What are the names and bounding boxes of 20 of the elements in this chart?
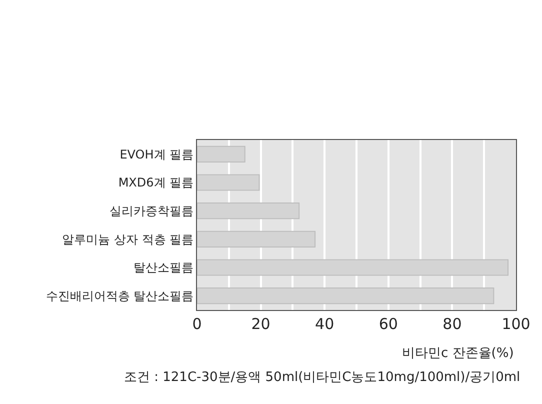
y-tick-label: EVOH계 필름 bbox=[120, 147, 194, 162]
y-tick-label: 실리카증착필름 bbox=[110, 204, 194, 218]
x-tick-label: 80 bbox=[442, 315, 462, 333]
bar bbox=[197, 146, 246, 162]
x-axis-title: 비타민c 잔존율(%) bbox=[402, 346, 514, 361]
bar bbox=[197, 230, 316, 248]
y-tick-label: 탈산소필름 bbox=[134, 260, 194, 275]
bar bbox=[197, 202, 300, 220]
bar bbox=[197, 174, 260, 191]
bar bbox=[197, 259, 509, 276]
text: 조건 : 121C-30분/용액 50ml(비타민C농도10mg/100ml)/공기0ml bbox=[124, 370, 520, 385]
bar bbox=[197, 288, 494, 304]
x-tick-label: 100 bbox=[502, 315, 530, 333]
y-tick-label: 수진배리어적층 탈산소필름 bbox=[46, 289, 194, 304]
x-tick-label: 20 bbox=[251, 315, 270, 333]
x-tick-label: 60 bbox=[378, 315, 398, 333]
x-tick-label: 0 bbox=[192, 315, 202, 333]
y-tick-label: 알루미늄 상자 적층 필름 bbox=[62, 232, 194, 246]
x-tick-label: 40 bbox=[315, 315, 334, 333]
y-tick-label: MXD6계 필름 bbox=[118, 176, 194, 190]
